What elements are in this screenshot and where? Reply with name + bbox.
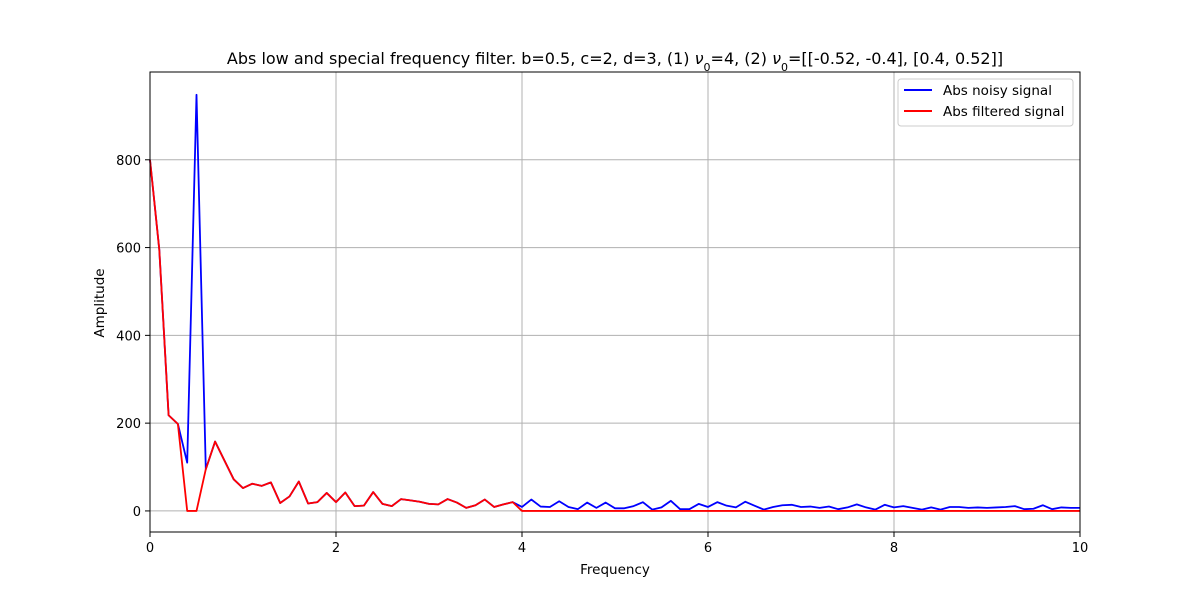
x-tick-label: 8 bbox=[890, 541, 898, 556]
legend-label-filtered: Abs filtered signal bbox=[943, 104, 1064, 120]
x-tick-label: 4 bbox=[518, 541, 526, 556]
y-tick-label: 600 bbox=[116, 242, 141, 257]
x-tick-label: 0 bbox=[146, 541, 154, 556]
y-tick-label: 200 bbox=[116, 417, 141, 432]
x-tick-label: 10 bbox=[1072, 541, 1089, 556]
x-axis-label: Frequency bbox=[580, 562, 650, 578]
y-tick-label: 0 bbox=[133, 505, 141, 520]
x-axis-ticks: 0 2 4 6 8 10 bbox=[146, 532, 1088, 556]
x-tick-label: 6 bbox=[704, 541, 712, 556]
y-axis-ticks: 0 200 400 600 800 bbox=[116, 154, 150, 520]
y-axis-label: Amplitude bbox=[92, 268, 108, 337]
x-tick-label: 2 bbox=[332, 541, 340, 556]
legend-label-noisy: Abs noisy signal bbox=[943, 83, 1052, 99]
chart-title: Abs low and special frequency filter. b=… bbox=[227, 49, 1003, 74]
series-line-filtered bbox=[149, 159, 1080, 512]
legend: Abs noisy signal Abs filtered signal bbox=[897, 78, 1074, 127]
y-tick-label: 800 bbox=[116, 154, 141, 169]
plot-area bbox=[149, 93, 1080, 512]
axes-frame bbox=[149, 71, 1081, 533]
y-tick-label: 400 bbox=[116, 329, 141, 344]
legend-box bbox=[897, 78, 1074, 127]
